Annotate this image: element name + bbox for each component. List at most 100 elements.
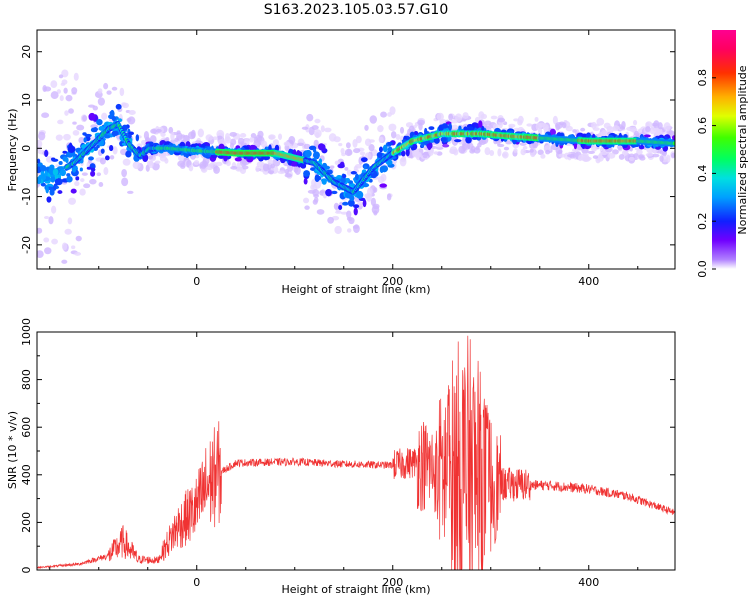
heatmap-noise-blob: [68, 197, 76, 205]
heatmap-noise-blob: [561, 122, 567, 129]
heatmap-energy-blob: [401, 150, 406, 157]
heatmap-energy-blob: [481, 125, 485, 132]
heatmap-noise-blob: [132, 161, 141, 170]
heatmap-noise-blob: [537, 149, 544, 156]
heatmap-energy-blob: [322, 162, 327, 168]
heatmap-energy-blob: [46, 196, 52, 203]
heatmap-noise-blob: [371, 205, 380, 215]
heatmap-noise-blob: [61, 242, 68, 251]
heatmap-energy-blob: [66, 175, 73, 183]
snr-xlabel: Height of straight line (km): [281, 583, 430, 596]
heatmap-noise-blob: [505, 140, 513, 145]
heatmap-energy-blob: [86, 166, 92, 170]
heatmap-energy-blob: [96, 119, 103, 126]
heatmap-noise-blob: [522, 145, 528, 150]
heatmap-energy-blob: [640, 144, 644, 149]
heatmap-noise-blob: [37, 139, 43, 149]
heatmap-noise-blob: [55, 134, 63, 141]
heatmap-energy-blob: [70, 188, 77, 194]
heatmap-noise-blob: [141, 139, 147, 146]
heatmap-energy-blob: [111, 115, 116, 122]
heatmap-xtick-label: 0: [193, 275, 200, 288]
heatmap-noise-blob: [154, 160, 161, 164]
heatmap-noise-blob: [150, 128, 157, 134]
heatmap-noise-blob: [250, 132, 257, 139]
heatmap-energy-blob: [115, 103, 122, 110]
heatmap-noise-blob: [59, 95, 64, 102]
heatmap-noise-blob: [569, 153, 576, 159]
heatmap-energy-blob: [321, 178, 328, 183]
heatmap-noise-blob: [50, 205, 57, 214]
heatmap-noise-blob: [552, 115, 558, 125]
heatmap-noise-blob: [188, 164, 194, 172]
heatmap-noise-blob: [572, 129, 577, 133]
heatmap-noise-blob: [612, 149, 619, 155]
heatmap-noise-blob: [369, 115, 378, 124]
colorbar-tick-label: 0.8: [696, 69, 709, 87]
heatmap-energy-blob: [573, 142, 578, 150]
heatmap-noise-blob: [50, 80, 58, 89]
heatmap-noise-blob: [587, 150, 595, 155]
heatmap-noise-blob: [364, 124, 369, 131]
heatmap-energy-blob: [382, 144, 388, 153]
heatmap-noise-blob: [617, 144, 623, 151]
heatmap-noise-blob: [448, 113, 454, 121]
heatmap-noise-blob: [106, 90, 112, 95]
heatmap-noise-blob: [540, 153, 546, 159]
heatmap-noise-blob: [497, 117, 506, 123]
heatmap-energy-blob: [312, 151, 320, 159]
heatmap-noise-blob: [284, 173, 293, 178]
heatmap-energy-blob: [65, 157, 69, 164]
heatmap-noise-blob: [334, 225, 342, 235]
heatmap-ridge-core: [672, 141, 675, 146]
heatmap-noise-blob: [126, 117, 132, 122]
heatmap-noise-blob: [478, 111, 485, 119]
heatmap-energy-blob: [380, 165, 389, 173]
heatmap-noise-blob: [366, 193, 372, 202]
heatmap-noise-blob: [249, 137, 254, 143]
heatmap-energy-blob: [303, 170, 311, 177]
snr-ytick-label: 800: [20, 369, 33, 390]
heatmap-energy-blob: [671, 135, 675, 140]
heatmap-noise-blob: [197, 128, 204, 138]
heatmap-noise-blob: [645, 152, 654, 157]
heatmap-noise-blob: [82, 115, 87, 122]
heatmap-noise-blob: [229, 142, 235, 149]
heatmap-noise-blob: [469, 148, 476, 154]
heatmap-energy-blob: [303, 178, 308, 185]
heatmap-energy-blob: [349, 195, 355, 202]
heatmap-noise-blob: [517, 115, 524, 124]
heatmap-noise-blob: [565, 125, 573, 132]
heatmap-noise-blob: [338, 143, 343, 147]
colorbar: 0.0 0.2 0.4 0.6 0.8 Normalized spectral ampl…: [696, 30, 749, 278]
heatmap-noise-blob: [83, 183, 91, 189]
heatmap-noise-blob: [224, 136, 232, 144]
heatmap-noise-blob: [58, 74, 64, 79]
heatmap-noise-blob: [638, 154, 645, 159]
heatmap-noise-blob: [454, 113, 463, 122]
heatmap-noise-blob: [475, 146, 480, 151]
heatmap-noise-blob: [226, 160, 231, 167]
heatmap-energy-blob: [465, 136, 472, 144]
heatmap-energy-blob: [84, 133, 92, 138]
heatmap-energy-blob: [345, 178, 351, 183]
heatmap-energy-blob: [342, 201, 349, 206]
heatmap-noise-blob: [89, 178, 97, 185]
heatmap-noise-blob: [128, 110, 136, 116]
heatmap-noise-blob: [97, 97, 105, 106]
heatmap-energy-blob: [234, 157, 242, 162]
heatmap-noise-blob: [596, 117, 605, 126]
heatmap-noise-blob: [333, 136, 341, 143]
heatmap-noise-blob: [602, 130, 607, 136]
heatmap-noise-blob: [313, 196, 319, 203]
heatmap-noise-blob: [399, 126, 405, 134]
snr-ytick-label: 400: [20, 464, 33, 485]
heatmap-noise-blob: [529, 148, 534, 153]
heatmap-noise-blob: [147, 155, 154, 160]
heatmap-energy-blob: [325, 189, 332, 197]
snr-marks: [37, 335, 675, 570]
heatmap-energy-blob: [75, 176, 80, 181]
heatmap-noise-blob: [37, 227, 43, 234]
snr-series-line: [37, 335, 675, 570]
heatmap-noise-blob: [538, 122, 545, 128]
